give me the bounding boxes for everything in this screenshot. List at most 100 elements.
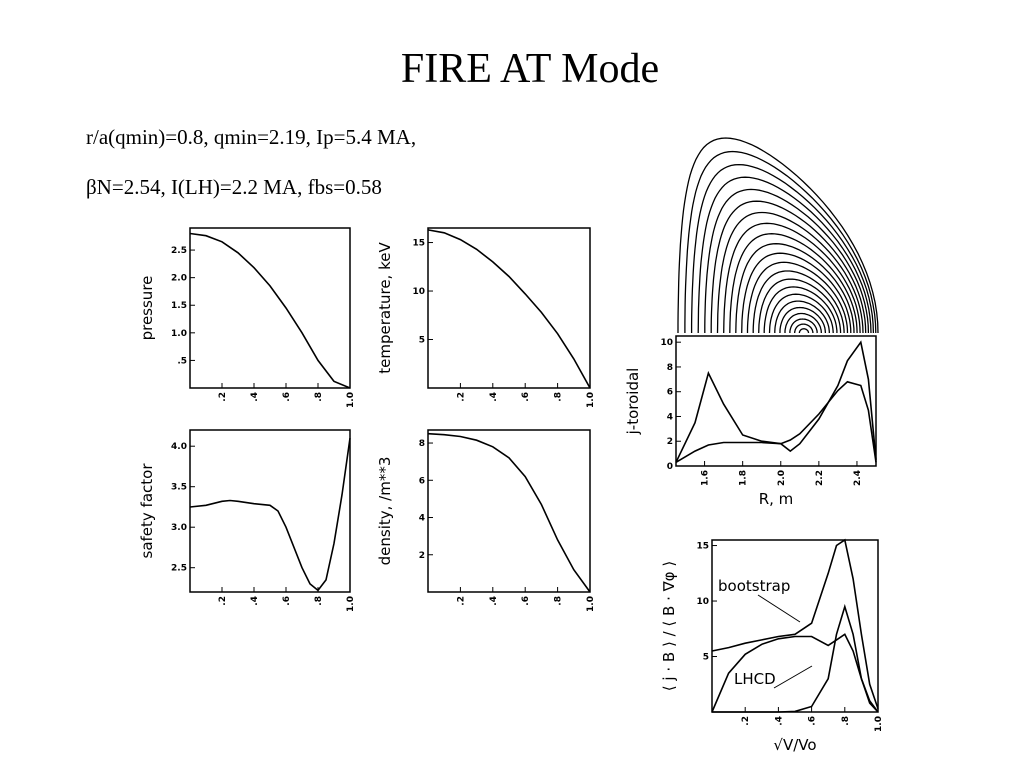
y-axis-label: j-toroidal (624, 368, 642, 436)
y-tick-label: 2.5 (171, 564, 187, 574)
series-line (189, 232, 351, 389)
x-tick-label: .6 (808, 716, 818, 726)
annotation-arrow (773, 665, 813, 689)
flux-surface (798, 328, 810, 333)
x-tick-label: 1.0 (586, 392, 596, 408)
y-tick-label: 10 (412, 287, 425, 297)
plot-frame (189, 227, 351, 389)
flux-surface (704, 188, 870, 334)
series-line (427, 432, 591, 593)
y-tick-label: 0 (667, 462, 673, 472)
x-tick-label: 1.0 (346, 596, 356, 612)
slide-title: FIRE AT Mode (401, 46, 659, 92)
x-tick-label: 2.2 (815, 470, 825, 486)
y-tick-label: 2 (667, 437, 673, 447)
x-tick-label: 1.8 (739, 470, 749, 486)
x-tick-label: 1.6 (701, 470, 711, 486)
y-tick-label: 4 (419, 514, 425, 524)
series-line (675, 340, 877, 463)
x-tick-label: .6 (521, 596, 531, 606)
plot-frame (189, 429, 351, 593)
flux-surface (763, 286, 838, 333)
series-annotation: bootstrap (718, 577, 790, 595)
x-tick-label: .4 (489, 596, 499, 606)
y-tick-label: .5 (177, 356, 187, 366)
x-tick-label: .2 (456, 596, 466, 606)
y-tick-label: 4 (667, 412, 673, 422)
x-tick-label: .8 (314, 596, 324, 606)
x-tick-label: 1.0 (346, 392, 356, 408)
flux-surface (716, 211, 864, 334)
x-axis-label: √V/Vo (773, 736, 816, 754)
series-line (189, 437, 351, 592)
y-axis-label: safety factor (138, 463, 156, 559)
y-tick-label: 10 (696, 597, 709, 607)
flux-surface (746, 261, 849, 334)
y-tick-label: 10 (660, 338, 673, 348)
series-annotation: LHCD (734, 670, 776, 688)
annotation-arrow (757, 594, 801, 623)
x-tick-label: 2.4 (853, 470, 863, 486)
flux-surface (697, 176, 872, 334)
flux-surface (768, 293, 834, 334)
flux-surface (752, 270, 845, 334)
y-axis-label: density, /m**3 (376, 457, 394, 566)
y-tick-label: 1.0 (171, 329, 187, 339)
flux-surfaces (677, 137, 879, 334)
flux-surface (684, 150, 877, 334)
flux-surface (774, 300, 830, 333)
x-tick-label: 2.0 (777, 470, 787, 486)
x-tick-label: .2 (456, 392, 466, 402)
plot-frame (427, 429, 591, 593)
y-tick-label: 2.5 (171, 246, 187, 256)
x-tick-label: 1.0 (874, 716, 884, 732)
flux-surface (784, 312, 822, 333)
y-tick-label: 5 (419, 336, 425, 346)
y-tick-label: 3.5 (171, 483, 187, 493)
flux-surface (690, 163, 875, 334)
flux-surface (789, 318, 818, 334)
x-tick-label: .4 (250, 392, 260, 402)
x-tick-label: .4 (774, 716, 784, 726)
flux-surface (710, 200, 867, 334)
y-axis-label: pressure (138, 276, 156, 341)
flux-surface (741, 252, 852, 334)
y-tick-label: 5 (703, 653, 709, 663)
series-line (427, 229, 591, 389)
y-tick-label: 2.0 (171, 274, 187, 284)
flux-surface (794, 323, 814, 333)
x-tick-label: .6 (521, 392, 531, 402)
x-tick-label: .6 (282, 596, 292, 606)
x-tick-label: .2 (218, 392, 228, 402)
x-tick-label: .8 (841, 716, 851, 726)
flux-surface (735, 243, 855, 334)
x-tick-label: .4 (489, 392, 499, 402)
plot-frame (675, 335, 877, 467)
flux-surface (723, 222, 861, 334)
parameters: βN=2.54, I(LH)=2.2 MA, fbs=0.58 (86, 175, 382, 199)
x-tick-label: .8 (554, 392, 564, 402)
x-tick-label: .6 (282, 392, 292, 402)
y-tick-label: 8 (419, 439, 425, 449)
y-tick-label: 6 (667, 388, 673, 398)
plot-frame (427, 227, 591, 389)
flux-surface (729, 233, 858, 334)
x-tick-label: .8 (554, 596, 564, 606)
y-tick-label: 4.0 (171, 442, 187, 452)
y-axis-label: ⟨ j · B ⟩ / ⟨ B · ∇φ ⟩ (660, 561, 678, 691)
y-tick-label: 15 (696, 542, 709, 552)
series-line (711, 538, 879, 709)
x-tick-label: 1.0 (586, 596, 596, 612)
series-line (712, 603, 879, 713)
flux-surface (677, 137, 879, 334)
y-tick-label: 2 (419, 551, 425, 561)
x-tick-label: .2 (218, 596, 228, 606)
series-line (675, 380, 877, 463)
y-tick-label: 1.5 (171, 301, 187, 311)
flux-surface (779, 306, 827, 334)
x-tick-label: .4 (250, 596, 260, 606)
parameters: r/a(qmin)=0.8, qmin=2.19, Ip=5.4 MA, (86, 125, 416, 149)
y-tick-label: 3.0 (171, 523, 187, 533)
